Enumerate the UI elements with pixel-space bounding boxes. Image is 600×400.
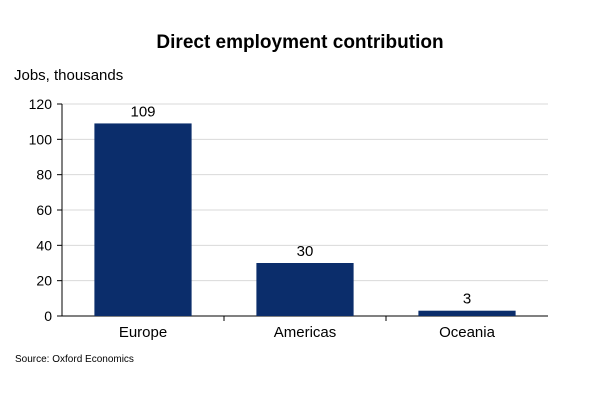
source-note: Source: Oxford Economics — [15, 354, 134, 365]
bar — [418, 310, 516, 316]
y-axis-label: Jobs, thousands — [14, 67, 124, 84]
data-label: 3 — [463, 291, 471, 308]
x-category-label: Americas — [274, 324, 337, 341]
chart-title: Direct employment contribution — [156, 32, 444, 53]
x-category-label: Europe — [119, 324, 167, 341]
data-label: 109 — [130, 103, 155, 120]
y-tick-label: 20 — [36, 273, 52, 289]
y-tick-label: 0 — [44, 308, 52, 324]
x-category-label: Oceania — [439, 324, 496, 341]
y-tick-label: 100 — [29, 131, 53, 147]
bar — [256, 263, 354, 316]
y-tick-label: 60 — [36, 202, 52, 218]
y-tick-label: 80 — [36, 167, 52, 183]
y-tick-label: 40 — [36, 237, 52, 253]
bar — [94, 123, 192, 316]
y-tick-label: 120 — [29, 96, 53, 112]
data-label: 30 — [297, 243, 314, 260]
